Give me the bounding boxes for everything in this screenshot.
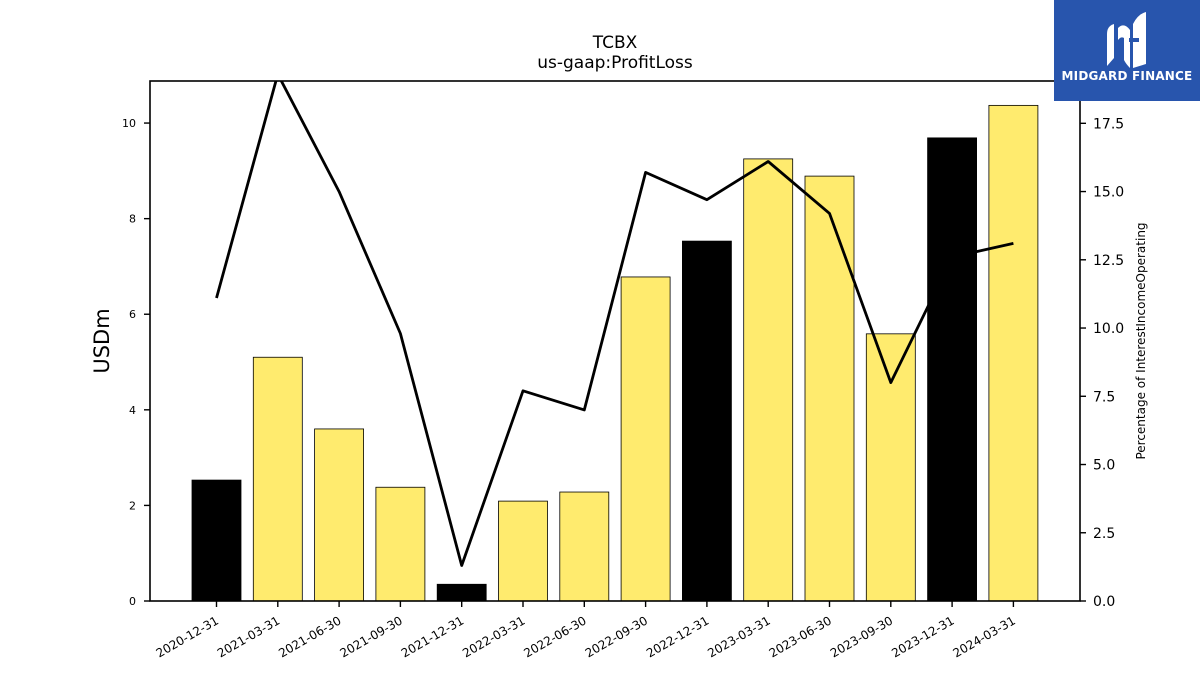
midgard-logo-icon xyxy=(1107,12,1146,68)
series-line xyxy=(215,81,1014,567)
bar-2020-12-31 xyxy=(191,479,242,602)
x-tick-label-2021-03-31: 2021-03-31 xyxy=(215,613,282,660)
x-tick-label-2023-06-30: 2023-06-30 xyxy=(767,613,834,660)
y2-tick-label-5.0: 5.0 xyxy=(1093,458,1115,474)
y2-tick-label-2.5: 2.5 xyxy=(1093,526,1115,542)
bar-2021-06-30 xyxy=(314,428,365,602)
y-tick-label-6: 6 xyxy=(129,308,136,321)
y-tick-label-0: 0 xyxy=(129,595,136,608)
x-tick-label-2023-12-31: 2023-12-31 xyxy=(889,613,956,660)
line-layer xyxy=(215,81,1014,567)
bar-2022-12-31 xyxy=(682,240,732,602)
bar-2021-09-30 xyxy=(375,486,426,602)
x-tick-label-2021-09-30: 2021-09-30 xyxy=(337,613,404,660)
x-tick-label-2022-12-31: 2022-12-31 xyxy=(644,613,711,660)
y2-axis-label: Percentage of InterestIncomeOperating xyxy=(1134,222,1148,459)
y-tick-label-10: 10 xyxy=(122,117,136,130)
y-tick-label-4: 4 xyxy=(129,404,136,417)
x-tick-label-2021-06-30: 2021-06-30 xyxy=(276,613,343,660)
y-tick-label-8: 8 xyxy=(129,213,136,226)
y2-tick-label-12.5: 12.5 xyxy=(1093,253,1124,269)
bar-2023-12-31 xyxy=(927,137,977,602)
bar-2021-03-31 xyxy=(252,356,303,602)
chart-title: TCBX xyxy=(592,33,638,53)
y2-tick-label-7.5: 7.5 xyxy=(1093,389,1115,405)
bar-2024-03-31 xyxy=(988,104,1039,602)
x-tick-label-2022-06-30: 2022-06-30 xyxy=(521,613,588,660)
chart-subtitle: us-gaap:ProfitLoss xyxy=(537,53,693,73)
y2-tick-label-17.5: 17.5 xyxy=(1093,116,1124,132)
logo-text: MIDGARD FINANCE xyxy=(1061,69,1193,83)
x-tick-label-2023-03-31: 2023-03-31 xyxy=(705,613,772,660)
y-axis-label: USDm xyxy=(90,308,114,373)
x-tick-label-2023-09-30: 2023-09-30 xyxy=(828,613,895,660)
plot-frame xyxy=(149,80,1081,602)
x-tick-label-2024-03-31: 2024-03-31 xyxy=(950,613,1017,660)
y2-tick-label-10.0: 10.0 xyxy=(1093,321,1124,337)
bar-2021-12-31 xyxy=(436,583,487,602)
x-tick-label-2020-12-31: 2020-12-31 xyxy=(154,613,221,660)
y-tick-label-2: 2 xyxy=(129,499,136,512)
bar-2022-09-30 xyxy=(620,276,671,602)
bars-layer xyxy=(191,104,1039,602)
bar-2022-06-30 xyxy=(559,491,610,602)
bar-2023-09-30 xyxy=(865,333,916,602)
x-tick-label-2022-03-31: 2022-03-31 xyxy=(460,613,527,660)
bar-2023-03-31 xyxy=(743,158,794,602)
x-tick-label-2022-09-30: 2022-09-30 xyxy=(583,613,650,660)
bar-2023-06-30 xyxy=(804,175,855,602)
y2-tick-label-15.0: 15.0 xyxy=(1093,185,1124,201)
bar-2022-03-31 xyxy=(498,500,548,602)
x-tick-label-2021-12-31: 2021-12-31 xyxy=(399,613,466,660)
y2-tick-label-0.0: 0.0 xyxy=(1093,594,1115,610)
